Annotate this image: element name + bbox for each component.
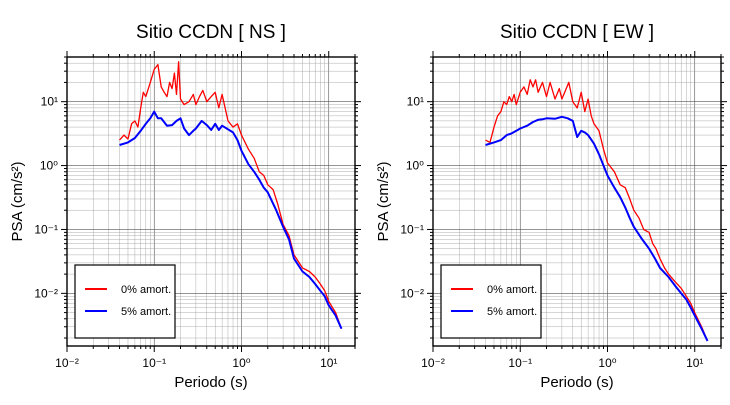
legend-entry: 5% amort. xyxy=(487,306,537,318)
y-axis-label: PSA (cm/s²) xyxy=(375,161,392,241)
plot-frame xyxy=(432,56,722,347)
x-tick-label: 10⁰ xyxy=(598,356,616,370)
legend-box xyxy=(74,264,176,339)
y-tick-label: 10⁻¹ xyxy=(34,222,58,236)
x-axis-label: Periodo (s) xyxy=(174,374,247,391)
y-tick-label: 10⁻² xyxy=(400,286,424,300)
y-tick-label: 10⁻¹ xyxy=(400,222,424,236)
ticks xyxy=(427,51,727,352)
legend-entry: 0% amort. xyxy=(487,284,537,296)
x-tick-label: 10⁻¹ xyxy=(142,356,166,370)
x-tick-label: 10¹ xyxy=(686,356,703,370)
chart-panel-ew: 10⁻² 10⁻¹ 10⁰ 10¹ 10⁻² 10⁻¹ 10⁰ 10¹ Sitio CCDN [… xyxy=(375,22,727,391)
series-line-undamped xyxy=(119,61,343,329)
legend-entry: 0% amort. xyxy=(121,284,171,296)
y-axis-label: PSA (cm/s²) xyxy=(9,161,26,241)
y-tick-label: 10⁰ xyxy=(406,159,424,173)
x-tick-label: 10⁻² xyxy=(55,356,79,370)
ticks xyxy=(61,51,361,352)
x-tick-label: 10⁰ xyxy=(232,356,250,370)
chart-panel-ns: 10⁻² 10⁻¹ 10⁰ 10¹ 10⁻² 10⁻¹ 10⁰ 10¹ Sitio CCDN [… xyxy=(9,22,361,391)
x-tick-label: 10¹ xyxy=(320,356,337,370)
x-tick-label: 10⁻¹ xyxy=(508,356,532,370)
chart-title: Sitio CCDN [ NS ] xyxy=(136,22,286,43)
y-tick-label: 10¹ xyxy=(407,95,424,109)
y-tick-label: 10⁻² xyxy=(34,286,58,300)
series-line-undamped xyxy=(485,79,709,342)
legend-box xyxy=(440,264,542,339)
series-line-damped xyxy=(485,115,709,342)
legend-entry: 5% amort. xyxy=(121,306,171,318)
legend: 0% amort. 5% amort. xyxy=(440,264,542,339)
y-tick-label: 10⁰ xyxy=(40,159,58,173)
chart-title: Sitio CCDN [ EW ] xyxy=(500,22,654,43)
series-line-damped xyxy=(119,110,343,330)
x-tick-label: 10⁻² xyxy=(421,356,445,370)
legend: 0% amort. 5% amort. xyxy=(74,264,176,339)
y-tick-label: 10¹ xyxy=(41,95,58,109)
plot-frame xyxy=(66,56,356,347)
x-axis-label: Periodo (s) xyxy=(540,374,613,391)
